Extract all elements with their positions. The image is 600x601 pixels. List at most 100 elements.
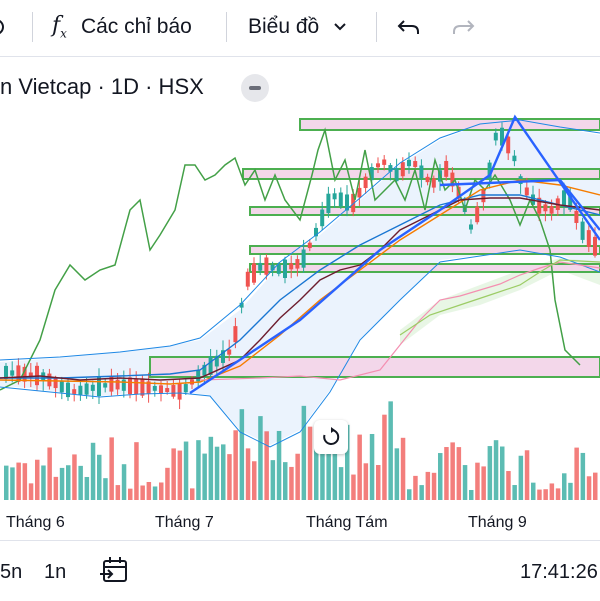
reset-icon xyxy=(323,427,340,445)
volume-bars xyxy=(4,401,598,500)
volume-bar xyxy=(431,472,437,500)
candle-body xyxy=(419,165,424,179)
volume-bar xyxy=(524,450,530,500)
candle-body xyxy=(66,382,70,398)
redo-button[interactable] xyxy=(450,12,476,42)
candle-body xyxy=(245,271,250,287)
volume-bar xyxy=(103,478,108,500)
support-zone xyxy=(249,263,600,273)
volume-bar xyxy=(152,486,158,500)
toolbar-separator xyxy=(226,12,227,42)
candle-body xyxy=(537,197,542,214)
clock-time: 17:41:26 xyxy=(520,561,598,583)
volume-bar xyxy=(363,463,369,500)
candle-body xyxy=(202,364,207,376)
volume-bar xyxy=(128,488,133,500)
symbol-title[interactable]: n Vietcap · 1D · HSX xyxy=(0,70,204,104)
candle-body xyxy=(121,379,126,391)
volume-bar xyxy=(394,448,400,500)
volume-bar xyxy=(276,430,282,500)
candle-body xyxy=(549,206,554,214)
candle-body xyxy=(152,385,157,391)
volume-bar xyxy=(326,449,331,500)
candle-body xyxy=(90,384,95,391)
undo-button[interactable] xyxy=(396,12,422,42)
volume-bar xyxy=(562,473,567,500)
chart-type-button[interactable]: Biểu đồ xyxy=(248,12,347,42)
volume-bar xyxy=(512,485,517,500)
candle-body xyxy=(506,136,511,154)
volume-bar xyxy=(4,465,9,500)
volume-bar xyxy=(134,442,139,500)
candle-body xyxy=(109,376,114,392)
volume-bar xyxy=(450,442,455,500)
volume-bar xyxy=(283,462,288,500)
candle-body xyxy=(580,221,585,240)
candle-body xyxy=(196,370,201,382)
volume-bar xyxy=(413,475,418,500)
interval-5n-button[interactable]: 5n xyxy=(0,561,23,583)
candle-body xyxy=(481,189,486,203)
partial-icon[interactable] xyxy=(0,12,8,42)
chevron-down-icon xyxy=(334,23,346,31)
volume-bar xyxy=(196,440,201,500)
candle-body xyxy=(252,263,256,283)
volume-bar xyxy=(400,437,406,500)
price-chart[interactable] xyxy=(0,100,600,505)
volume-bar xyxy=(345,424,350,500)
candle-body xyxy=(407,159,411,167)
rsi-green-line xyxy=(0,127,581,391)
volume-bar xyxy=(258,416,263,500)
candle-body xyxy=(10,370,15,376)
collapse-legend-button[interactable] xyxy=(241,74,269,102)
volume-bar xyxy=(78,465,83,500)
candle-body xyxy=(295,259,300,269)
volume-bar xyxy=(481,466,486,500)
volume-bar xyxy=(59,467,65,500)
volume-bar xyxy=(586,476,592,500)
candle-body xyxy=(568,195,573,210)
candle-body xyxy=(128,377,132,395)
volume-bar xyxy=(35,459,40,500)
cut-off-icon xyxy=(0,20,4,34)
volume-bar xyxy=(90,442,96,500)
volume-bar xyxy=(22,463,28,500)
volume-bar xyxy=(518,455,524,500)
volume-bar xyxy=(41,465,46,500)
volume-bar xyxy=(214,446,220,500)
volume-bar xyxy=(369,433,375,500)
volume-bar xyxy=(537,489,542,500)
volume-bar xyxy=(171,448,176,500)
ma-blue-line xyxy=(0,194,600,379)
date-range-button[interactable] xyxy=(98,555,132,591)
volume-bar xyxy=(407,489,412,500)
time-axis[interactable]: Tháng 6 Tháng 7 Tháng Tám Tháng 9 xyxy=(0,506,600,540)
candle-body xyxy=(388,165,393,172)
reset-chart-button[interactable] xyxy=(314,420,348,454)
candle-body xyxy=(369,167,374,181)
bottom-toolbar: 5n 1n 17:41:26 xyxy=(0,540,600,601)
candle-body xyxy=(493,132,498,141)
symbol-label: n Vietcap · 1D · HSX xyxy=(0,74,204,99)
volume-bar xyxy=(10,467,15,500)
candle-body xyxy=(258,262,263,271)
volume-bar xyxy=(444,447,449,500)
volume-bar xyxy=(140,485,145,500)
indicators-button[interactable]: fx Các chỉ báo xyxy=(52,12,192,42)
volume-bar xyxy=(549,483,555,500)
candle-body xyxy=(307,242,312,249)
undo-arrow-icon xyxy=(397,20,419,34)
span-pink-line xyxy=(199,261,600,381)
volume-bar xyxy=(115,485,121,500)
candle-body xyxy=(450,172,455,187)
candle-body xyxy=(264,257,269,275)
toolbar-separator xyxy=(32,12,33,42)
candle-body xyxy=(78,385,83,395)
top-toolbar: fx Các chỉ báo Biểu đồ xyxy=(0,0,600,57)
upper-bollinger-line xyxy=(0,119,600,361)
volume-bar xyxy=(351,474,356,500)
candle-body xyxy=(84,383,89,395)
volume-bar xyxy=(239,409,245,500)
interval-1n-button[interactable]: 1n xyxy=(44,561,67,583)
candle-body xyxy=(221,350,225,363)
